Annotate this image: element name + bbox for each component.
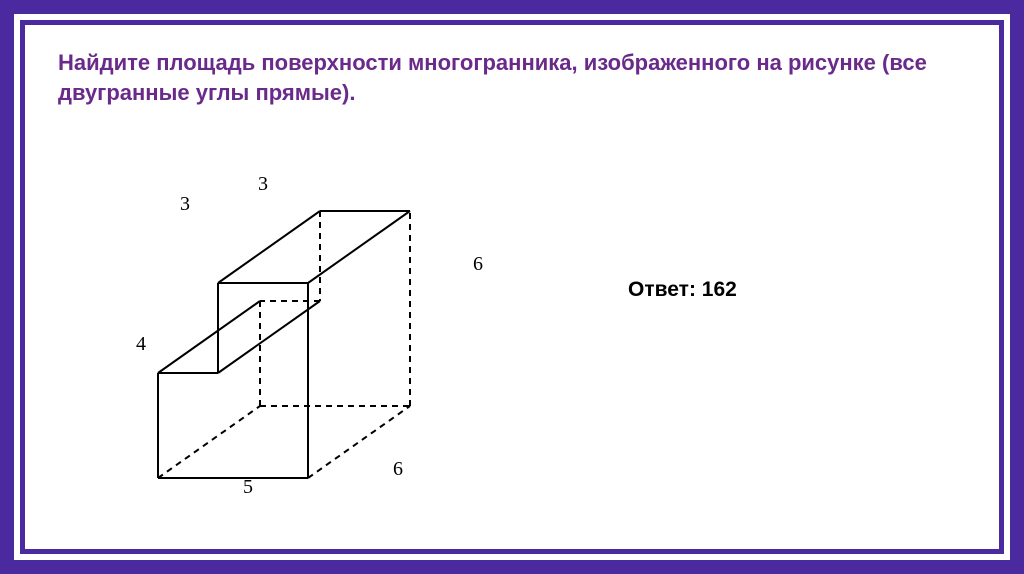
dim-label-5: 5 <box>243 476 253 499</box>
thin-frame: Найдите площадь поверхности многогранник… <box>24 24 1000 550</box>
polyhedron-diagram: 3 3 6 4 5 6 <box>108 138 508 518</box>
dim-label-3a: 3 <box>180 193 190 216</box>
question-text: Найдите площадь поверхности многогранник… <box>58 48 966 107</box>
dim-label-6b: 6 <box>393 458 403 481</box>
answer-text: Ответ: 162 <box>628 278 737 302</box>
dim-label-3b: 3 <box>258 173 268 196</box>
dim-label-6r: 6 <box>473 253 483 276</box>
mid-frame: Найдите площадь поверхности многогранник… <box>14 14 1010 560</box>
dim-label-4: 4 <box>136 333 146 356</box>
outer-frame: Найдите площадь поверхности многогранник… <box>0 0 1024 574</box>
inner-frame: Найдите площадь поверхности многогранник… <box>20 20 1004 554</box>
slide-content: Найдите площадь поверхности многогранник… <box>28 28 996 546</box>
